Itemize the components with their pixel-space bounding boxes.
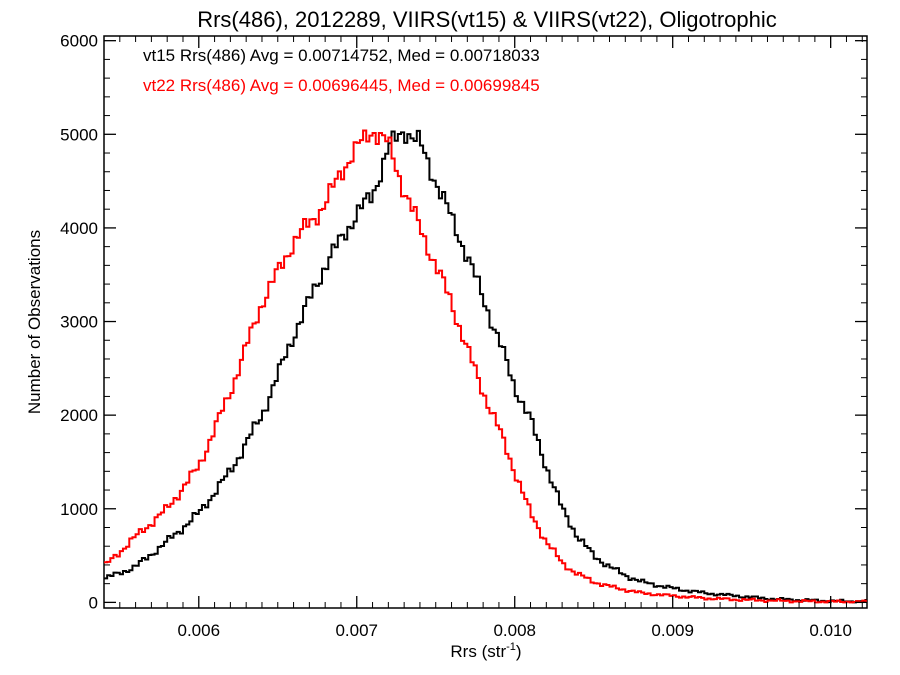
y-tick-label: 2000 (60, 406, 98, 425)
x-tick-label: 0.006 (178, 621, 221, 640)
annotation-vt22: vt22 Rrs(486) Avg = 0.00696445, Med = 0.… (143, 76, 540, 95)
chart-title: Rrs(486), 2012289, VIIRS(vt15) & VIIRS(v… (197, 7, 777, 32)
x-axis-label: Rrs (str-1) (450, 641, 521, 661)
annotation-vt15: vt15 Rrs(486) Avg = 0.00714752, Med = 0.… (143, 46, 540, 65)
y-tick-label: 6000 (60, 32, 98, 51)
histogram-series-vt22 (104, 129, 867, 604)
x-tick-label: 0.008 (493, 621, 536, 640)
y-tick-label: 4000 (60, 219, 98, 238)
x-tick-labels: 0.006 0.007 0.008 0.009 0.010 (178, 621, 852, 640)
y-axis-label: Number of Observations (25, 230, 44, 414)
series-layer (104, 129, 867, 604)
y-tick-label: 0 (89, 593, 98, 612)
y-tick-label: 3000 (60, 313, 98, 332)
x-axis-label-close: ) (516, 642, 522, 661)
y-tick-label: 1000 (60, 500, 98, 519)
x-tick-label: 0.007 (335, 621, 378, 640)
x-axis-label-superscript: -1 (506, 641, 516, 653)
histogram-series-vt15 (104, 129, 867, 604)
x-axis-label-main: Rrs (str (450, 642, 506, 661)
x-tick-label: 0.010 (809, 621, 852, 640)
x-tick-label: 0.009 (651, 621, 694, 640)
y-tick-labels: 0 1000 2000 3000 4000 5000 6000 (60, 32, 98, 613)
tick-marks (104, 36, 867, 608)
plot-frame (103, 35, 868, 609)
y-tick-label: 5000 (60, 125, 98, 144)
